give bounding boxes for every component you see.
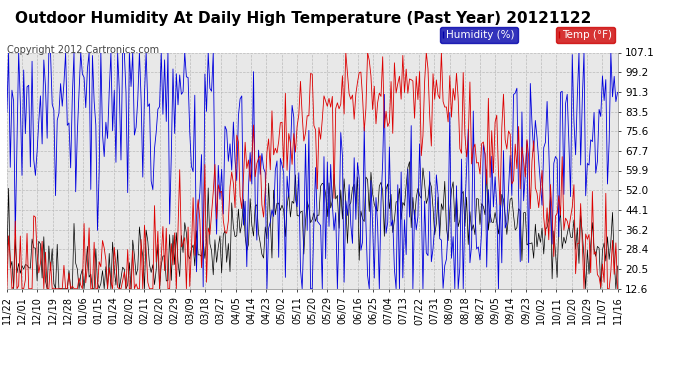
Legend: Temp (°F): Temp (°F) [556, 27, 615, 43]
Text: Copyright 2012 Cartronics.com: Copyright 2012 Cartronics.com [7, 45, 159, 55]
Text: Outdoor Humidity At Daily High Temperature (Past Year) 20121122: Outdoor Humidity At Daily High Temperatu… [15, 11, 592, 26]
